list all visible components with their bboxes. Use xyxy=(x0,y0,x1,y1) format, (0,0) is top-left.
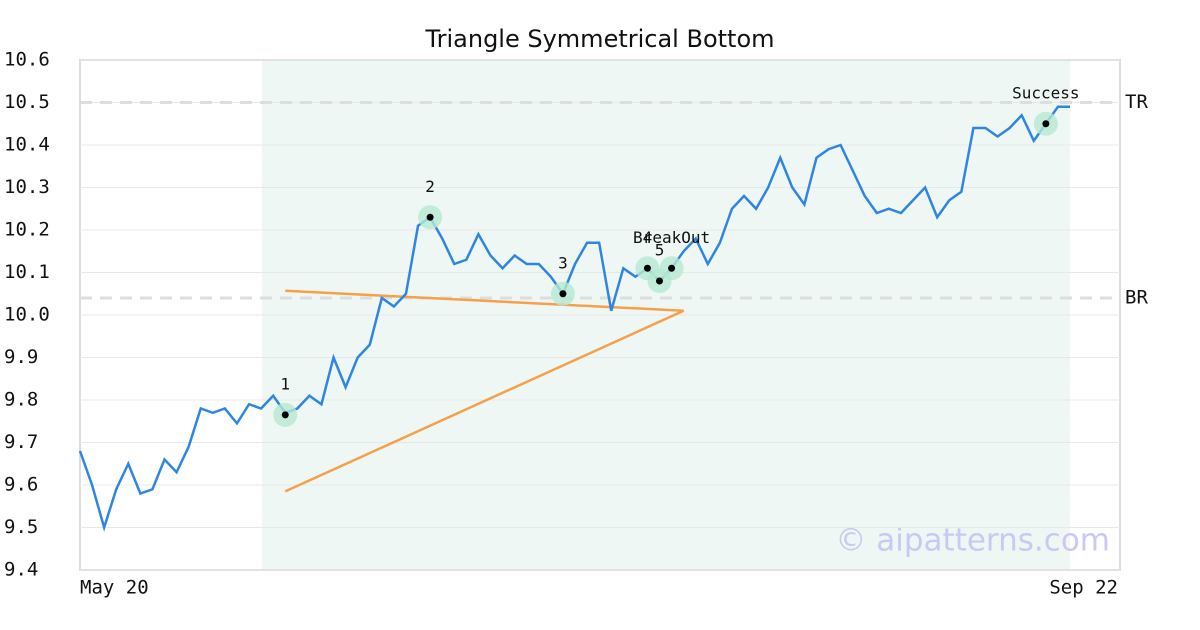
y-tick-label: 10.6 xyxy=(4,49,50,71)
y-tick-label: 10.0 xyxy=(4,304,50,326)
pivot-point xyxy=(643,264,651,272)
level-label: BR xyxy=(1125,287,1148,309)
pivot-label: BreakOut xyxy=(633,228,710,247)
y-tick-label: 10.2 xyxy=(4,219,50,241)
pivot-label: 1 xyxy=(280,374,290,393)
chart-title: Triangle Symmetrical Bottom xyxy=(424,25,774,53)
trendline xyxy=(284,309,685,493)
pivot-label: 2 xyxy=(425,177,435,196)
trendline xyxy=(285,289,684,312)
pivot-point xyxy=(656,277,664,285)
y-tick-label: 9.8 xyxy=(4,389,38,411)
level-label: TR xyxy=(1125,91,1148,113)
y-tick-label: 9.7 xyxy=(4,431,38,453)
y-tick-label: 10.4 xyxy=(4,134,50,156)
y-tick-label: 10.3 xyxy=(4,176,50,198)
y-tick-label: 9.5 xyxy=(4,516,38,538)
price-line xyxy=(78,105,1070,532)
pivot-label: 3 xyxy=(558,253,568,272)
pivot-point xyxy=(426,213,434,221)
x-tick-label: May 20 xyxy=(80,577,149,599)
x-tick-label: Sep 22 xyxy=(1049,577,1118,599)
pivot-point xyxy=(668,264,676,272)
pivot-point xyxy=(281,411,289,419)
y-tick-label: 9.9 xyxy=(4,346,38,368)
watermark: © aipatterns.com xyxy=(835,523,1110,559)
pivot-label: 4 xyxy=(643,228,653,247)
y-tick-label: 9.6 xyxy=(4,474,38,496)
y-tick-label: 10.1 xyxy=(4,261,50,283)
pivot-label: Success xyxy=(1012,83,1079,102)
pivot-point xyxy=(1042,120,1050,128)
pivot-point xyxy=(559,290,567,298)
pivot-label: 5 xyxy=(655,241,665,260)
y-tick-label: 9.4 xyxy=(4,559,38,581)
y-tick-label: 10.5 xyxy=(4,91,50,113)
